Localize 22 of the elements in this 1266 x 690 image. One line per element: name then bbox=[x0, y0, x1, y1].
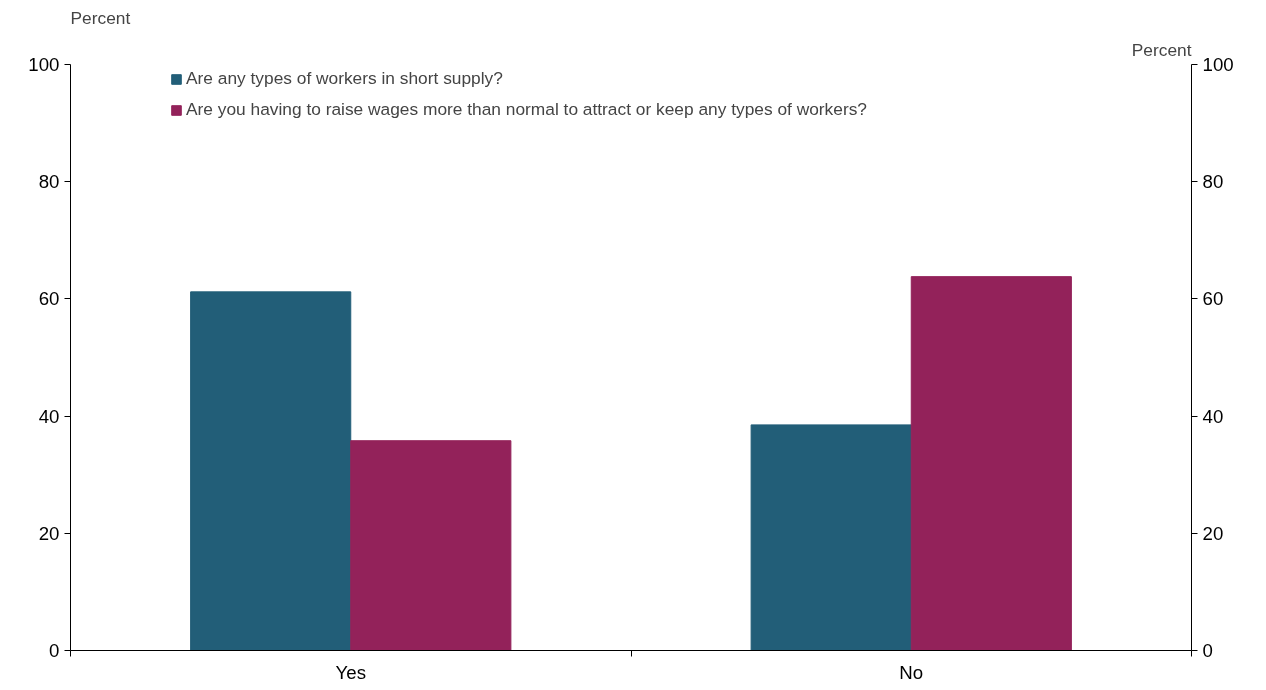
y2-tick-label: 100 bbox=[1202, 54, 1234, 75]
y-tick-label: 0 bbox=[49, 640, 60, 661]
y-tick-label: 20 bbox=[38, 522, 60, 544]
bar bbox=[190, 291, 352, 651]
y2-tick-label: 40 bbox=[1202, 405, 1224, 427]
y-tick-label: 100 bbox=[28, 54, 60, 75]
y2-tick-label: 20 bbox=[1202, 522, 1224, 544]
legend-label: Are any types of workers in short supply? bbox=[186, 68, 503, 89]
y2-tick-label: 0 bbox=[1202, 640, 1213, 661]
x-tick-label: No bbox=[899, 661, 924, 683]
bar bbox=[350, 440, 512, 651]
bar bbox=[750, 424, 912, 651]
y-tick-label: 80 bbox=[38, 171, 60, 193]
y-axis-title: Percent bbox=[70, 7, 131, 28]
legend-label: Are you having to raise wages more than normal to attract or keep any types of workers? bbox=[186, 99, 867, 120]
y-tick-label: 40 bbox=[38, 405, 60, 427]
y2-tick-label: 60 bbox=[1202, 288, 1224, 310]
y2-axis-title: Percent bbox=[1131, 39, 1192, 60]
x-tick-label: Yes bbox=[335, 661, 366, 683]
y2-tick-label: 80 bbox=[1202, 171, 1224, 193]
bar bbox=[910, 276, 1072, 651]
y-tick-label: 60 bbox=[38, 288, 60, 310]
